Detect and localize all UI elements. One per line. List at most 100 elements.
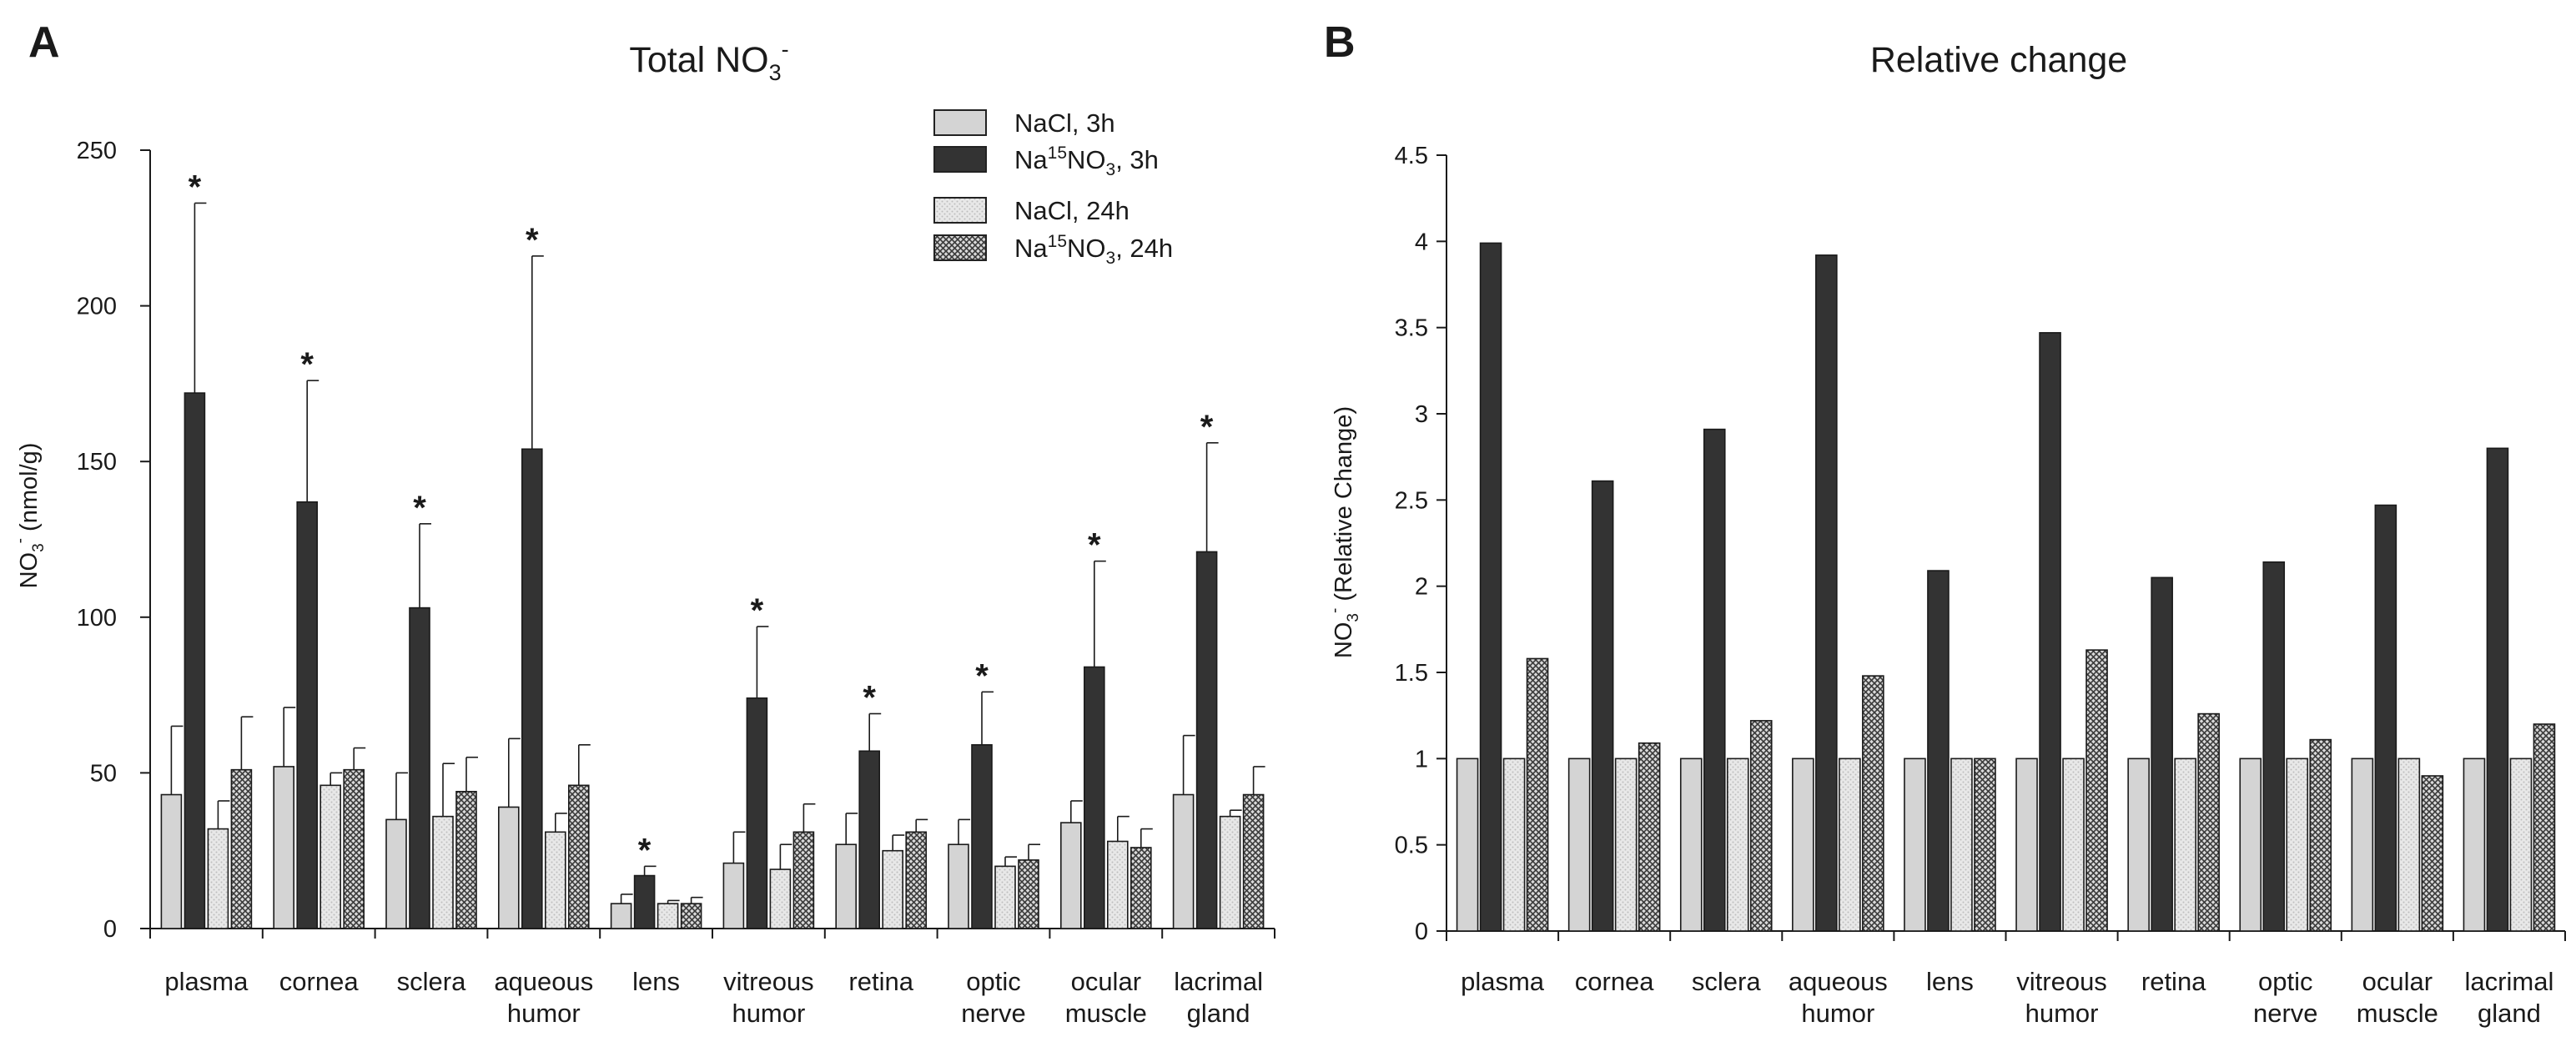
bar: [1060, 822, 1082, 929]
bar: [1018, 859, 1039, 929]
x-category-label: humor: [732, 999, 805, 1028]
x-category-label: lens: [632, 967, 680, 996]
y-tick-label: 2: [1415, 574, 1428, 601]
chart-a: 0 50 100 150 200 250 plasma cornea sclera aqueous…: [77, 138, 1275, 1028]
bar: [633, 874, 656, 929]
bar: [610, 903, 632, 929]
x-category-label: retina: [2141, 967, 2206, 996]
bar: [2174, 758, 2196, 932]
x-category-label: optic: [966, 967, 1020, 996]
y-tick-label: 250: [77, 138, 117, 164]
x-category-label: muscle: [2357, 999, 2438, 1028]
y-tick-label: 100: [77, 605, 117, 632]
bar: [567, 784, 590, 929]
bar: [2486, 447, 2509, 932]
bar: [319, 784, 342, 929]
bar: [2039, 332, 2061, 932]
bar: [1679, 758, 1703, 932]
significance-star: *: [1200, 409, 1214, 445]
bar: [2509, 758, 2533, 932]
legend-swatch-nacl-24h: [933, 197, 987, 224]
bar: [544, 831, 566, 929]
bar: [1456, 758, 1479, 932]
bar: [160, 793, 183, 929]
bar: [1904, 758, 1926, 932]
x-category-label: vitreous: [723, 967, 814, 996]
x-category-label: cornea: [279, 967, 360, 996]
bar: [230, 768, 253, 929]
x-category-label: cornea: [1575, 967, 1655, 996]
y-tick-label: 200: [77, 294, 117, 320]
bar: [2309, 738, 2332, 932]
bar: [1974, 758, 1996, 932]
x-category-label: nerve: [2253, 999, 2318, 1028]
x-category-label: plasma: [164, 967, 249, 996]
bar: [432, 815, 454, 929]
bar: [1749, 720, 1773, 932]
x-category-label: optic: [2258, 967, 2312, 996]
legend: NaCl, 3h Na15NO3, 3h NaCl, 24h Na15NO3, …: [933, 108, 1173, 268]
significance-star: *: [751, 592, 764, 629]
bar: [409, 607, 430, 929]
x-category-label: lacrimal: [2465, 967, 2554, 996]
y-tick-label: 0: [103, 916, 117, 943]
significance-star: *: [1088, 527, 1101, 564]
bar: [1195, 551, 1218, 929]
x-category-label: aqueous: [494, 967, 593, 996]
y-tick-label: 4.5: [1395, 143, 1428, 169]
chart-a-ylabel: NO3- (nmol/g): [12, 443, 48, 589]
bar: [2062, 758, 2085, 932]
bar: [1950, 758, 1973, 932]
bar: [2151, 576, 2173, 932]
x-category-label: ocular: [1071, 967, 1141, 996]
bar: [1839, 758, 1861, 932]
chart-a-title: Total NO3-: [629, 37, 788, 85]
x-category-label: humor: [1801, 999, 1874, 1028]
x-category-label: gland: [2478, 999, 2541, 1028]
y-tick-label: 0.5: [1395, 833, 1428, 859]
chart-b-ylabel: NO3- (Relative Change): [1326, 406, 1362, 658]
bar: [1107, 840, 1129, 929]
bar: [2197, 712, 2220, 932]
bar: [1130, 847, 1152, 929]
bar: [1567, 758, 1591, 932]
bar: [385, 818, 407, 929]
bar: [905, 831, 927, 929]
bar: [2421, 775, 2444, 932]
bar: [2085, 649, 2108, 932]
chart-b-title: Relative change: [1870, 40, 2127, 80]
bar: [2463, 758, 2486, 932]
bar: [1242, 793, 1265, 929]
legend-swatch-na15no3-24h: [933, 234, 987, 261]
bar: [2351, 758, 2374, 932]
x-category-label: humor: [507, 999, 581, 1028]
y-tick-label: 1: [1415, 746, 1428, 773]
bar: [2286, 758, 2309, 932]
legend-swatch-nacl-3h: [933, 109, 987, 136]
bar: [680, 903, 702, 929]
bar: [2262, 561, 2286, 932]
x-category-label: sclera: [1692, 967, 1761, 996]
bar: [1172, 793, 1195, 929]
bar: [1614, 758, 1638, 932]
x-category-label: retina: [848, 967, 913, 996]
bar: [1703, 428, 1726, 932]
panel-letter-a: A: [28, 18, 60, 67]
bar: [521, 448, 543, 929]
bar: [343, 768, 365, 929]
bar: [769, 868, 792, 929]
bar: [1927, 570, 1950, 932]
bar: [858, 750, 880, 929]
significance-star: *: [413, 490, 426, 526]
significance-star: *: [300, 346, 314, 383]
y-tick-label: 1.5: [1395, 660, 1428, 687]
bar: [2533, 723, 2556, 932]
bar: [2397, 758, 2421, 932]
chart-b: 0 0.5 1 1.5 2 2.5 3 3.5 4 4.5 plasma cornea sclera aq…: [1395, 143, 2566, 1028]
y-tick-label: 2.5: [1395, 487, 1428, 514]
bar: [792, 831, 815, 929]
bar: [455, 790, 477, 929]
y-tick-label: 50: [90, 760, 117, 787]
plot-area: 0 50 100 150 200 250 plasma cornea sclera aqueous…: [77, 138, 2566, 1028]
